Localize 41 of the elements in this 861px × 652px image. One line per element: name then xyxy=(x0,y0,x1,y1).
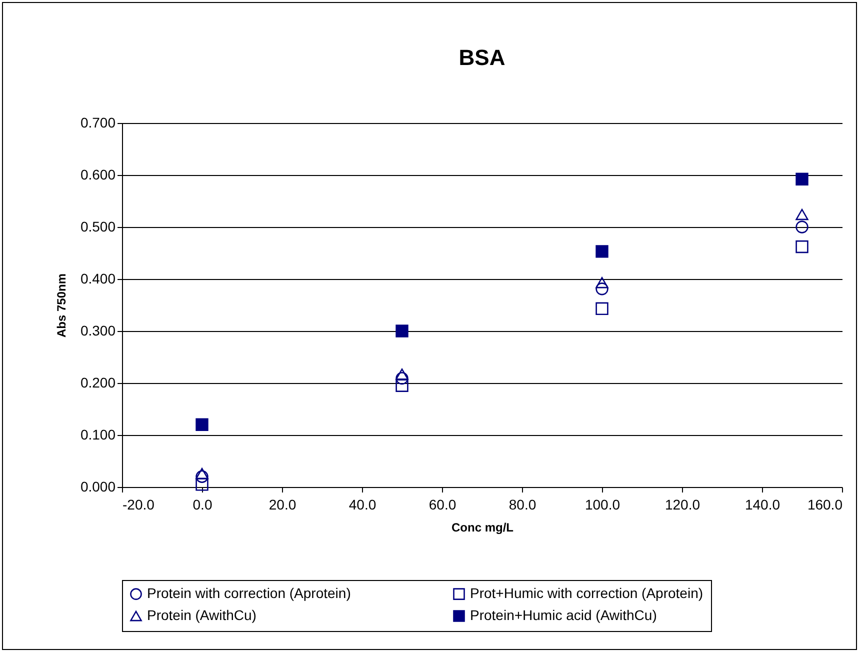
point xyxy=(796,172,808,186)
x-tick-label: 140.0 xyxy=(744,496,780,512)
point xyxy=(796,220,808,234)
y-tick-label: 0.200 xyxy=(80,374,116,390)
y-axis-title: Abs 750nm xyxy=(54,273,68,338)
point xyxy=(396,324,408,338)
point xyxy=(396,372,408,385)
point xyxy=(596,245,608,258)
chart-title: BSA xyxy=(458,45,506,70)
point xyxy=(796,208,808,220)
x-tick-label: 40.0 xyxy=(348,496,376,512)
legend-label: Protein (AwithCu) xyxy=(147,607,256,623)
y-tick-label: 0.400 xyxy=(80,270,116,286)
point xyxy=(396,379,408,392)
y-tick-label: 0.100 xyxy=(80,426,116,442)
x-tick-label: 0.0 xyxy=(192,496,212,512)
x-tick-label: -20.0 xyxy=(122,496,155,512)
x-tick-label: 20.0 xyxy=(268,496,296,512)
x-axis-title: Conc mg/L xyxy=(452,520,514,534)
point xyxy=(796,240,808,254)
x-tick-label: 120.0 xyxy=(664,496,700,512)
legend-label: Protein+Humic acid (AwithCu) xyxy=(470,607,657,623)
y-tick-label: 0.700 xyxy=(80,114,116,130)
point xyxy=(596,282,608,296)
x-tick-label: 100.0 xyxy=(584,496,620,512)
point xyxy=(596,302,608,315)
point xyxy=(396,368,408,380)
point xyxy=(196,418,208,431)
y-tick-label: 0.300 xyxy=(80,322,116,338)
legend-label: Protein with correction (Aprotein) xyxy=(147,585,351,602)
y-tick-label: 0.000 xyxy=(80,478,116,494)
point xyxy=(596,277,608,288)
x-tick-label: 60.0 xyxy=(428,496,456,512)
x-tick-label: 160.0 xyxy=(807,496,843,512)
legend-label: Prot+Humic with correction (Aprotein) xyxy=(470,585,704,602)
point xyxy=(196,468,208,480)
point xyxy=(196,478,208,491)
point xyxy=(196,470,208,483)
y-tick-label: 0.600 xyxy=(80,166,116,182)
x-tick-label: 80.0 xyxy=(508,496,536,512)
y-tick-label: 0.500 xyxy=(80,218,116,234)
